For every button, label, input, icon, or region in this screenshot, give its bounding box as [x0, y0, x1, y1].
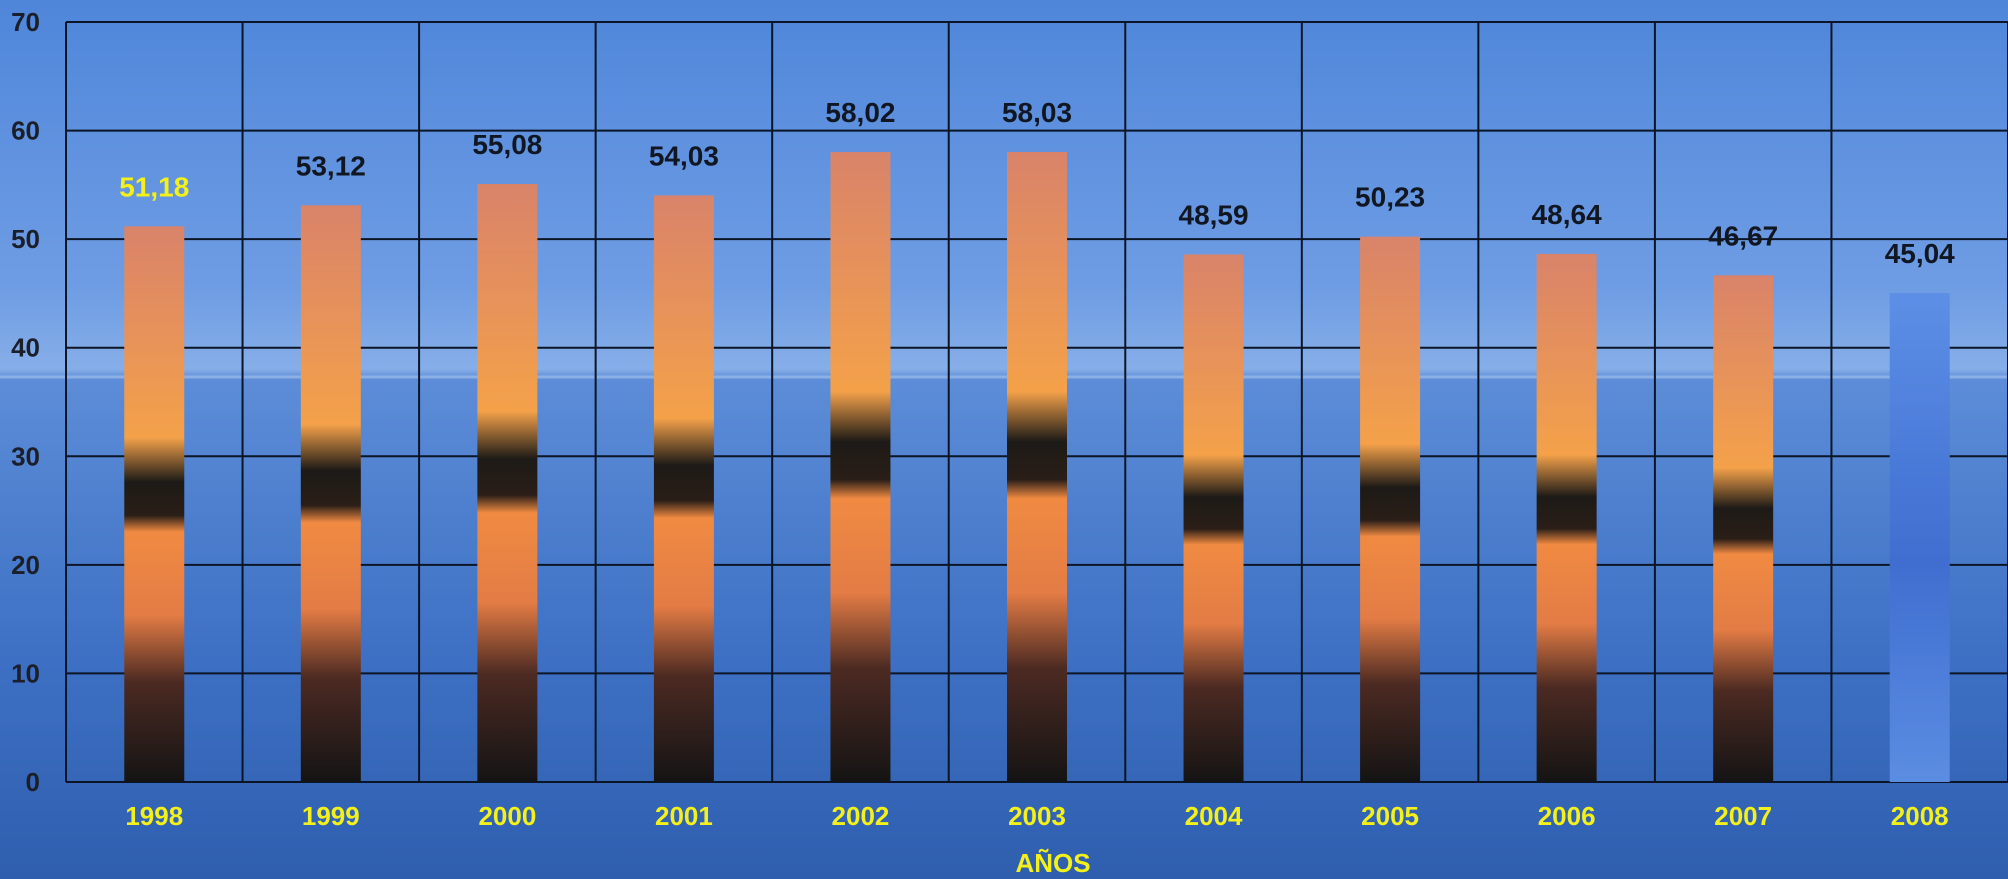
x-tick-label: 2007	[1714, 801, 1772, 831]
bar-2004	[1183, 254, 1244, 783]
bar-2002	[830, 152, 891, 782]
x-tick-label: 2006	[1538, 801, 1596, 831]
data-label: 45,04	[1885, 238, 1955, 269]
bar-2005	[1360, 236, 1421, 782]
data-label: 55,08	[472, 129, 542, 160]
y-axis-tick-labels: 0 10 20 30 40 50 60 70	[11, 7, 40, 797]
data-labels: 51,18 53,12 55,08 54,03 58,02 58,03 48,59 50,23…	[119, 97, 1955, 269]
bars	[124, 151, 1950, 783]
bar-2006	[1536, 253, 1597, 782]
bar-2003	[1007, 151, 1067, 782]
bar-2008	[1889, 292, 1950, 782]
x-axis-tick-labels: 1998 1999 2000 2001 2002 2003 2004 2005 2006 2007…	[125, 801, 1948, 831]
data-label: 58,02	[825, 97, 895, 128]
y-tick-label: 40	[11, 333, 40, 363]
data-label: 51,18	[119, 171, 189, 202]
bar-2007	[1713, 275, 1774, 782]
x-tick-label: 2000	[478, 801, 536, 831]
bar-2000	[477, 183, 538, 782]
x-tick-label: 2001	[655, 801, 713, 831]
x-tick-label: 2002	[832, 801, 890, 831]
bar-2001	[653, 195, 714, 783]
x-tick-label: 1998	[125, 801, 183, 831]
y-tick-label: 10	[11, 658, 40, 688]
x-tick-label: 2003	[1008, 801, 1066, 831]
x-axis-title: AÑOS	[1015, 848, 1090, 878]
data-label: 46,67	[1708, 220, 1778, 251]
data-label: 48,64	[1532, 199, 1602, 230]
y-tick-label: 70	[11, 7, 40, 37]
data-label: 58,03	[1002, 97, 1072, 128]
bar-1998	[124, 226, 185, 782]
data-label: 50,23	[1355, 182, 1425, 213]
x-tick-label: 1999	[302, 801, 360, 831]
y-tick-label: 20	[11, 550, 40, 580]
x-tick-label: 2004	[1185, 801, 1243, 831]
data-label: 54,03	[649, 140, 719, 171]
y-tick-label: 50	[11, 224, 40, 254]
data-label: 48,59	[1179, 199, 1249, 230]
y-tick-label: 0	[26, 767, 40, 797]
data-label: 53,12	[296, 150, 366, 181]
y-tick-label: 30	[11, 441, 40, 471]
y-tick-label: 60	[11, 116, 40, 146]
bar-1999	[300, 205, 361, 783]
x-tick-label: 2005	[1361, 801, 1419, 831]
x-tick-label: 2008	[1891, 801, 1949, 831]
